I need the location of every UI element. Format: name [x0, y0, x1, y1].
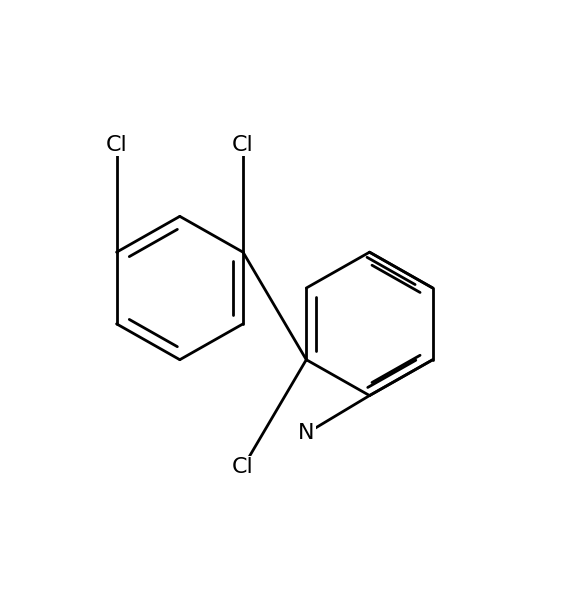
Text: Cl: Cl	[106, 134, 128, 155]
Text: N: N	[298, 424, 315, 443]
Text: Cl: Cl	[232, 134, 254, 155]
Text: Cl: Cl	[232, 457, 254, 477]
